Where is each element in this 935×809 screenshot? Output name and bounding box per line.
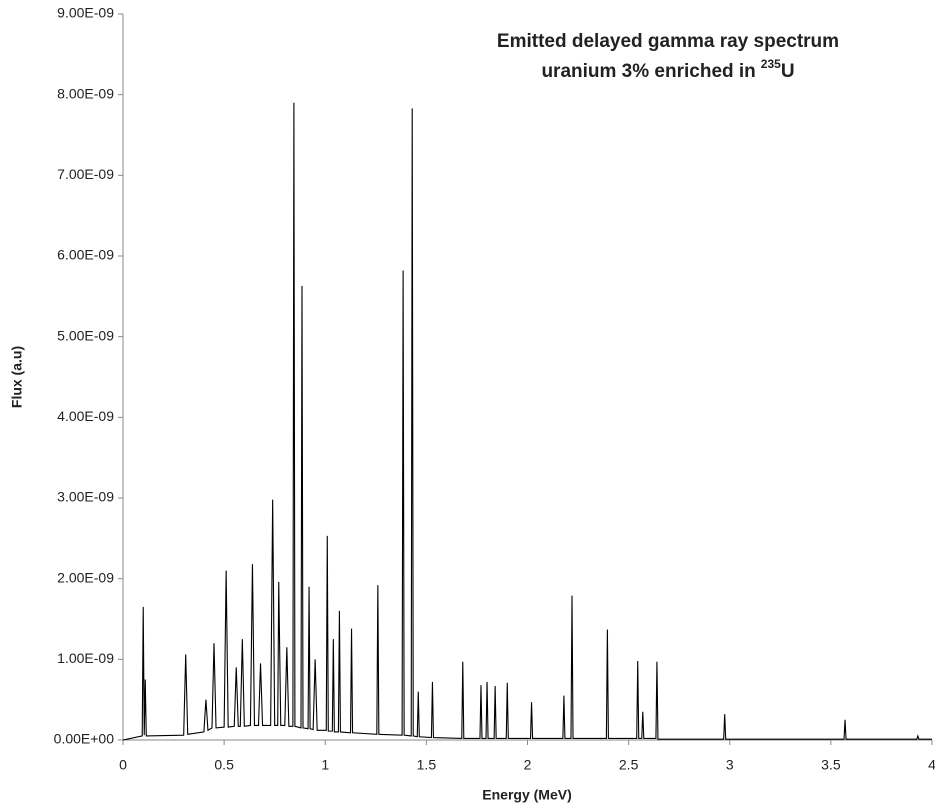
title-end: U [781,61,795,82]
x-tick-label: 0 [119,757,127,773]
x-tick-label: 0.5 [214,757,234,773]
x-tick-label: 4 [928,757,935,773]
title-text: uranium 3% enriched in [541,61,755,82]
y-tick-label: 8.00E-09 [57,85,114,101]
y-tick-label: 9.00E-09 [57,5,114,21]
y-tick-label: 2.00E-09 [57,569,114,585]
x-tick-label: 3 [726,757,734,773]
y-axis-label: Flux (a.u) [9,346,25,408]
x-tick-label: 2 [524,757,532,773]
y-tick-label: 0.00E+00 [54,731,115,747]
y-tick-label: 1.00E-09 [57,650,114,666]
y-tick-label: 5.00E-09 [57,327,114,343]
y-tick-label: 4.00E-09 [57,408,114,424]
x-tick-label: 2.5 [619,757,639,773]
x-tick-label: 1.5 [417,757,437,773]
chart-title: Emitted delayed gamma ray spectrum [497,31,839,52]
y-tick-label: 7.00E-09 [57,166,114,182]
chart-title-line2: uranium 3% enriched in 235U [541,57,794,82]
title-superscript: 235 [761,57,781,71]
x-tick-label: 3.5 [821,757,841,773]
spectrum-line [122,102,932,741]
x-axis-label: Energy (MeV) [482,787,571,803]
y-tick-label: 3.00E-09 [57,489,114,505]
y-tick-label: 6.00E-09 [57,247,114,263]
x-tick-label: 1 [321,757,329,773]
